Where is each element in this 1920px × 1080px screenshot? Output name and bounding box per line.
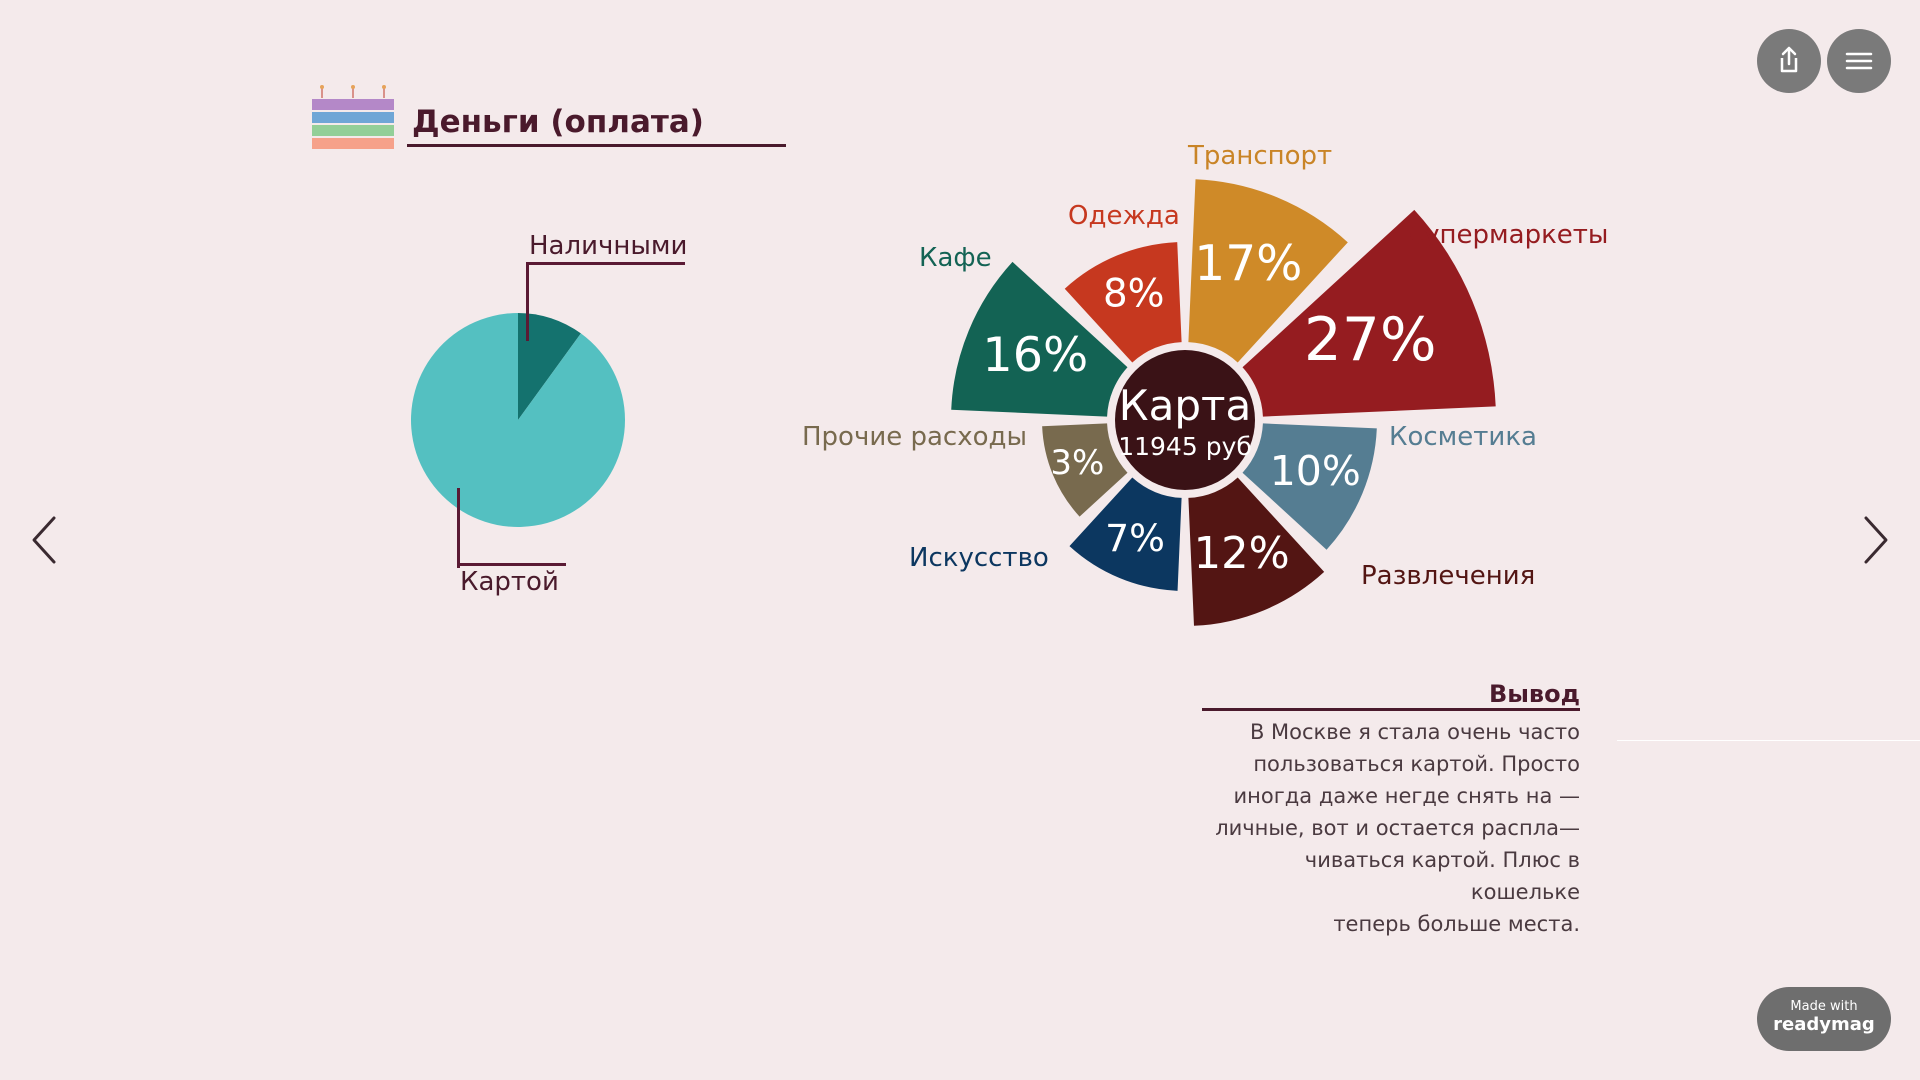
rose-sector-транспорт <box>1188 179 1348 363</box>
card-spending-chart: 17%27% 10% 12% 7%3% 16% 8% Карта 11945 руб <box>951 179 1496 626</box>
page-title: Деньги (оплата) <box>412 104 704 140</box>
rose-sector-искусство <box>1069 477 1182 591</box>
rose-sector-косметика <box>1242 423 1377 550</box>
conclusion-title: Вывод <box>1488 680 1580 708</box>
rose-sector-кафе <box>951 261 1128 417</box>
cash-callout-hline <box>526 262 685 265</box>
conclusion-line: иногда даже негде снять на — <box>1233 784 1581 808</box>
category-label-cosmetics: Косметика <box>1389 422 1537 452</box>
category-label-cafe: Кафе <box>919 243 992 273</box>
category-label-clothes: Одежда <box>1068 201 1180 231</box>
rose-sector-одежда <box>1064 242 1182 363</box>
payment-method-pie-chart <box>411 313 625 527</box>
cash-label: Наличными <box>529 231 688 261</box>
chevron-left-icon[interactable] <box>26 512 60 568</box>
center-disc <box>1115 350 1255 490</box>
badge-line1: Made with <box>1790 999 1858 1014</box>
conclusion-line: теперь больше места. <box>1333 912 1580 936</box>
card-callout-hline <box>457 563 566 566</box>
share-button[interactable] <box>1757 29 1821 93</box>
category-label-supermarkets: Супермаркеты <box>1406 220 1609 250</box>
rose-sector-прочие-расходы <box>1042 423 1128 517</box>
conclusion-text: В Москве я стала очень часто пользоватьс… <box>1210 716 1580 940</box>
card-label: Картой <box>460 567 559 597</box>
conclusion-line: личные, вот и остается распла— <box>1215 816 1580 840</box>
cake-logo-icon <box>312 85 394 149</box>
menu-button[interactable] <box>1827 29 1891 93</box>
center-amount: 11945 руб <box>1118 432 1252 461</box>
rose-pct-label-развлечения: 12% <box>1194 529 1290 579</box>
conclusion-line: пользоваться картой. Просто <box>1253 752 1580 776</box>
badge-line2: readymag <box>1773 1014 1875 1035</box>
title-underline <box>407 144 786 147</box>
pie-slice-наличными <box>518 313 581 420</box>
rose-pct-label-искусство: 7% <box>1105 516 1165 560</box>
rose-sector-развлечения <box>1188 477 1325 626</box>
chevron-right-icon[interactable] <box>1860 512 1894 568</box>
rose-pct-label-прочие-расходы: 3% <box>1050 443 1104 483</box>
share-icon <box>1780 46 1798 73</box>
card-callout-vline <box>457 488 460 568</box>
rose-pct-label-одежда: 8% <box>1103 272 1165 317</box>
divider-line <box>1617 740 1920 741</box>
hamburger-menu-icon <box>1845 52 1873 70</box>
cash-callout-vline <box>526 262 529 341</box>
rose-pct-label-кафе: 16% <box>982 328 1088 383</box>
rose-pct-label-супермаркеты: 27% <box>1304 306 1437 375</box>
pie-slice-картой <box>411 313 625 527</box>
category-label-entertainment: Развлечения <box>1361 561 1536 591</box>
category-label-other: Прочие расходы <box>802 422 1028 452</box>
rose-pct-label-транспорт: 17% <box>1194 236 1302 292</box>
center-title: Карта <box>1119 381 1251 430</box>
made-with-readymag-badge[interactable]: Made with readymag <box>1757 987 1891 1051</box>
category-label-transport: Транспорт <box>1188 141 1333 171</box>
conclusion-underline <box>1202 708 1580 711</box>
rose-sector-супермаркеты <box>1242 209 1496 417</box>
conclusion-line: чиваться картой. Плюс в кошельке <box>1304 848 1580 904</box>
category-label-art: Искусство <box>909 543 1049 573</box>
rose-pct-label-косметика: 10% <box>1270 447 1361 495</box>
conclusion-line: В Москве я стала очень часто <box>1249 720 1580 744</box>
